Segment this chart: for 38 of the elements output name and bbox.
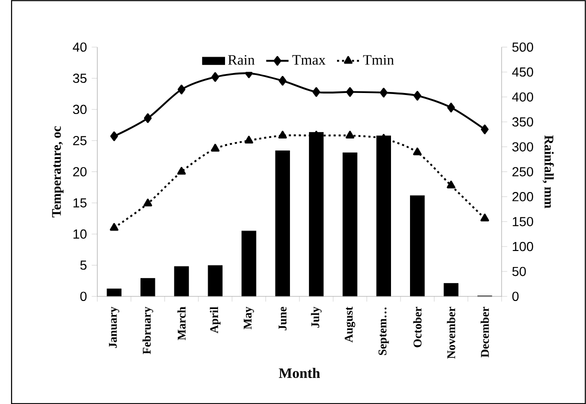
y-tick-label: 25 xyxy=(73,136,87,146)
x-axis-title: Month xyxy=(278,368,320,378)
y-tick-label: 0 xyxy=(80,292,87,301)
x-tick-label: August xyxy=(344,306,356,342)
y2-tick-label: 300 xyxy=(512,142,534,152)
x-tick-label: March xyxy=(177,306,186,340)
x-tick-label: October xyxy=(413,306,422,348)
x-tick-label: April xyxy=(210,306,221,334)
y2-tick-label: 500 xyxy=(512,42,534,52)
y-tick-label: 40 xyxy=(72,42,87,52)
y2-tick-label: 450 xyxy=(512,67,534,77)
legend-label: Tmin xyxy=(363,54,394,64)
x-tick-label: November xyxy=(446,306,456,359)
y2-tick-label: 400 xyxy=(512,92,534,102)
y-tick-label: 35 xyxy=(73,73,87,83)
x-tick-label: Septem… xyxy=(378,307,389,355)
y-axis-title: Temperature, oc xyxy=(52,126,64,218)
y2-tick-label: 150 xyxy=(512,216,534,226)
y2-axis-title: Rainfall, mm xyxy=(542,135,554,208)
x-tick-label: May xyxy=(244,306,254,330)
legend-label: Tmax xyxy=(292,55,326,65)
y2-tick-label: 350 xyxy=(512,117,534,126)
y2-tick-label: 0 xyxy=(512,292,519,301)
y-tick-label: 15 xyxy=(74,198,87,208)
x-tick-label: July xyxy=(310,306,322,328)
x-tick-label: June xyxy=(278,306,287,330)
x-tick-label: December xyxy=(480,306,489,358)
y2-tick-label: 100 xyxy=(512,242,534,251)
x-tick-label: January xyxy=(108,306,120,348)
x-tick-label: February xyxy=(142,306,154,354)
y-tick-label: 5 xyxy=(80,260,87,270)
y-tick-label: 10 xyxy=(74,229,87,239)
y2-tick-label: 200 xyxy=(512,192,534,202)
y-tick-label: 20 xyxy=(73,166,87,176)
legend-label: Rain xyxy=(228,54,255,65)
y2-tick-label: 50 xyxy=(512,266,526,276)
y2-tick-label: 250 xyxy=(512,166,534,176)
y-tick-label: 30 xyxy=(73,104,87,114)
